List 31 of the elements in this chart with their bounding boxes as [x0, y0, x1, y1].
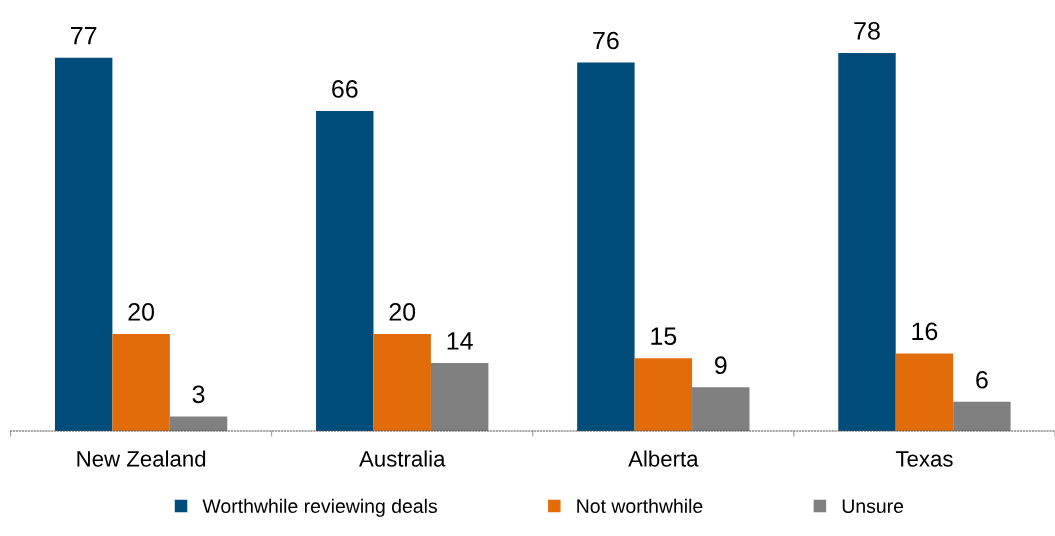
data-label: 16 [912, 322, 938, 341]
bar [692, 387, 750, 431]
data-label: 3 [192, 385, 205, 404]
data-label: 20 [128, 303, 155, 321]
data-label: 66 [332, 80, 358, 98]
legend-label: Worthwhile reviewing deals [202, 498, 437, 517]
bar [838, 52, 896, 431]
bar [112, 334, 170, 431]
data-label: 78 [854, 21, 880, 40]
bar [577, 62, 635, 431]
x-tick-label: Alberta [628, 450, 699, 467]
data-label: 77 [71, 27, 97, 45]
legend-label: Not worthwhile [577, 498, 703, 514]
bar [169, 416, 228, 431]
data-label: 20 [389, 303, 416, 321]
data-label: 6 [976, 370, 988, 389]
bar [634, 358, 693, 431]
bar [430, 363, 489, 431]
x-tick-label: New Zealand [77, 450, 206, 467]
x-tick-label: Texas [895, 451, 953, 467]
bar [316, 111, 374, 431]
data-label: 15 [651, 327, 677, 345]
legend-label: Unsure [842, 499, 904, 514]
bar [373, 334, 431, 431]
bar [895, 353, 954, 431]
data-label: 9 [715, 356, 727, 375]
data-label: 14 [447, 332, 473, 350]
x-tick-label: Australia [359, 450, 446, 467]
data-label: 76 [593, 31, 619, 50]
bar [54, 57, 113, 431]
bar [953, 401, 1011, 431]
